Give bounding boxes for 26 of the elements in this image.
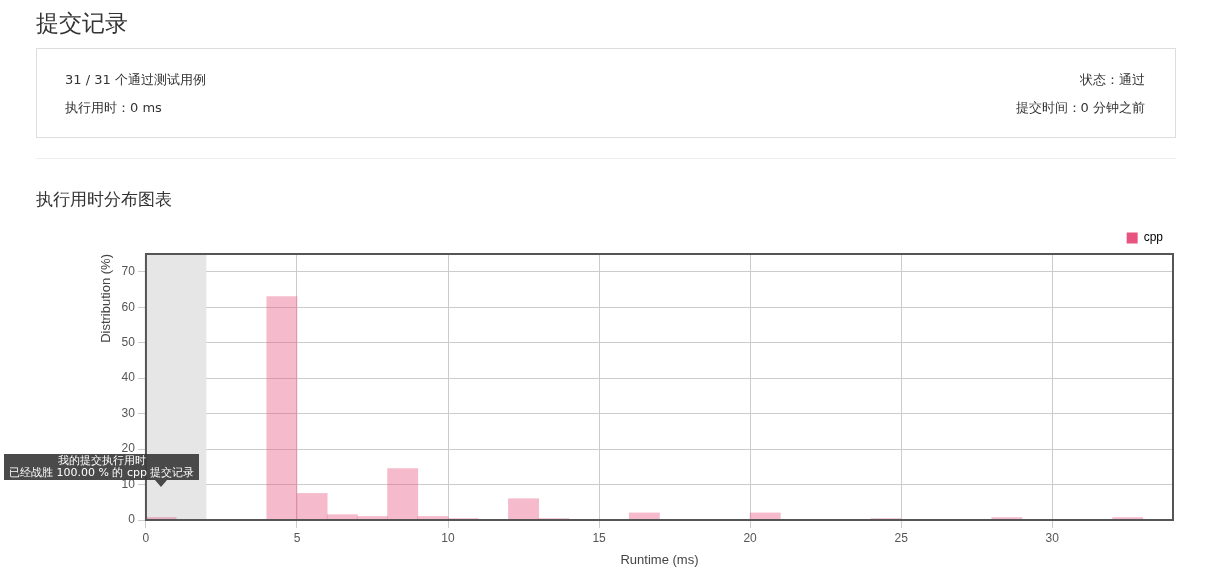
y-axis-title: Distribution (%) <box>98 254 114 343</box>
y-tick-label: 70 <box>121 264 136 279</box>
text: 状态：通过 <box>1080 71 1145 89</box>
chart-title: 提交记录 <box>36 9 128 38</box>
chart-subtitle: 执行用时分布图表 <box>36 188 172 211</box>
x-tick-label: 30 <box>1045 530 1060 545</box>
x-tick-label: 5 <box>293 530 301 545</box>
y-tick-label: 0 <box>128 512 136 527</box>
x-tick-label: 10 <box>441 530 456 545</box>
text: 执行用时：0 ms <box>65 99 162 117</box>
tooltip-box: 我的提交执行用时 已经战胜 100.00 % 的 cpp 提交记录 <box>4 453 200 480</box>
y-tick-label: 50 <box>121 334 136 349</box>
x-tick-label: 0 <box>142 530 150 545</box>
y-tick-label: 30 <box>121 405 136 420</box>
text: 提交时间：0 分钟之前 <box>1015 99 1145 117</box>
x-axis-title: Runtime (ms) <box>620 551 699 567</box>
x-tick-label: 25 <box>894 530 909 545</box>
legend-label: cpp <box>1143 230 1164 245</box>
y-tick-label: 40 <box>121 370 136 385</box>
y-tick-label: 60 <box>121 299 136 314</box>
x-tick-label: 15 <box>592 530 607 545</box>
x-tick-label: 20 <box>743 530 758 545</box>
annotation: 我的提交执行用时 <box>56 453 147 467</box>
y-tick-label: 20 <box>121 441 136 456</box>
text: 31 / 31 个通过测试用例 <box>65 71 206 89</box>
annotation: 已经战胜 100.00 % 的 cpp 提交记录 <box>9 465 195 479</box>
